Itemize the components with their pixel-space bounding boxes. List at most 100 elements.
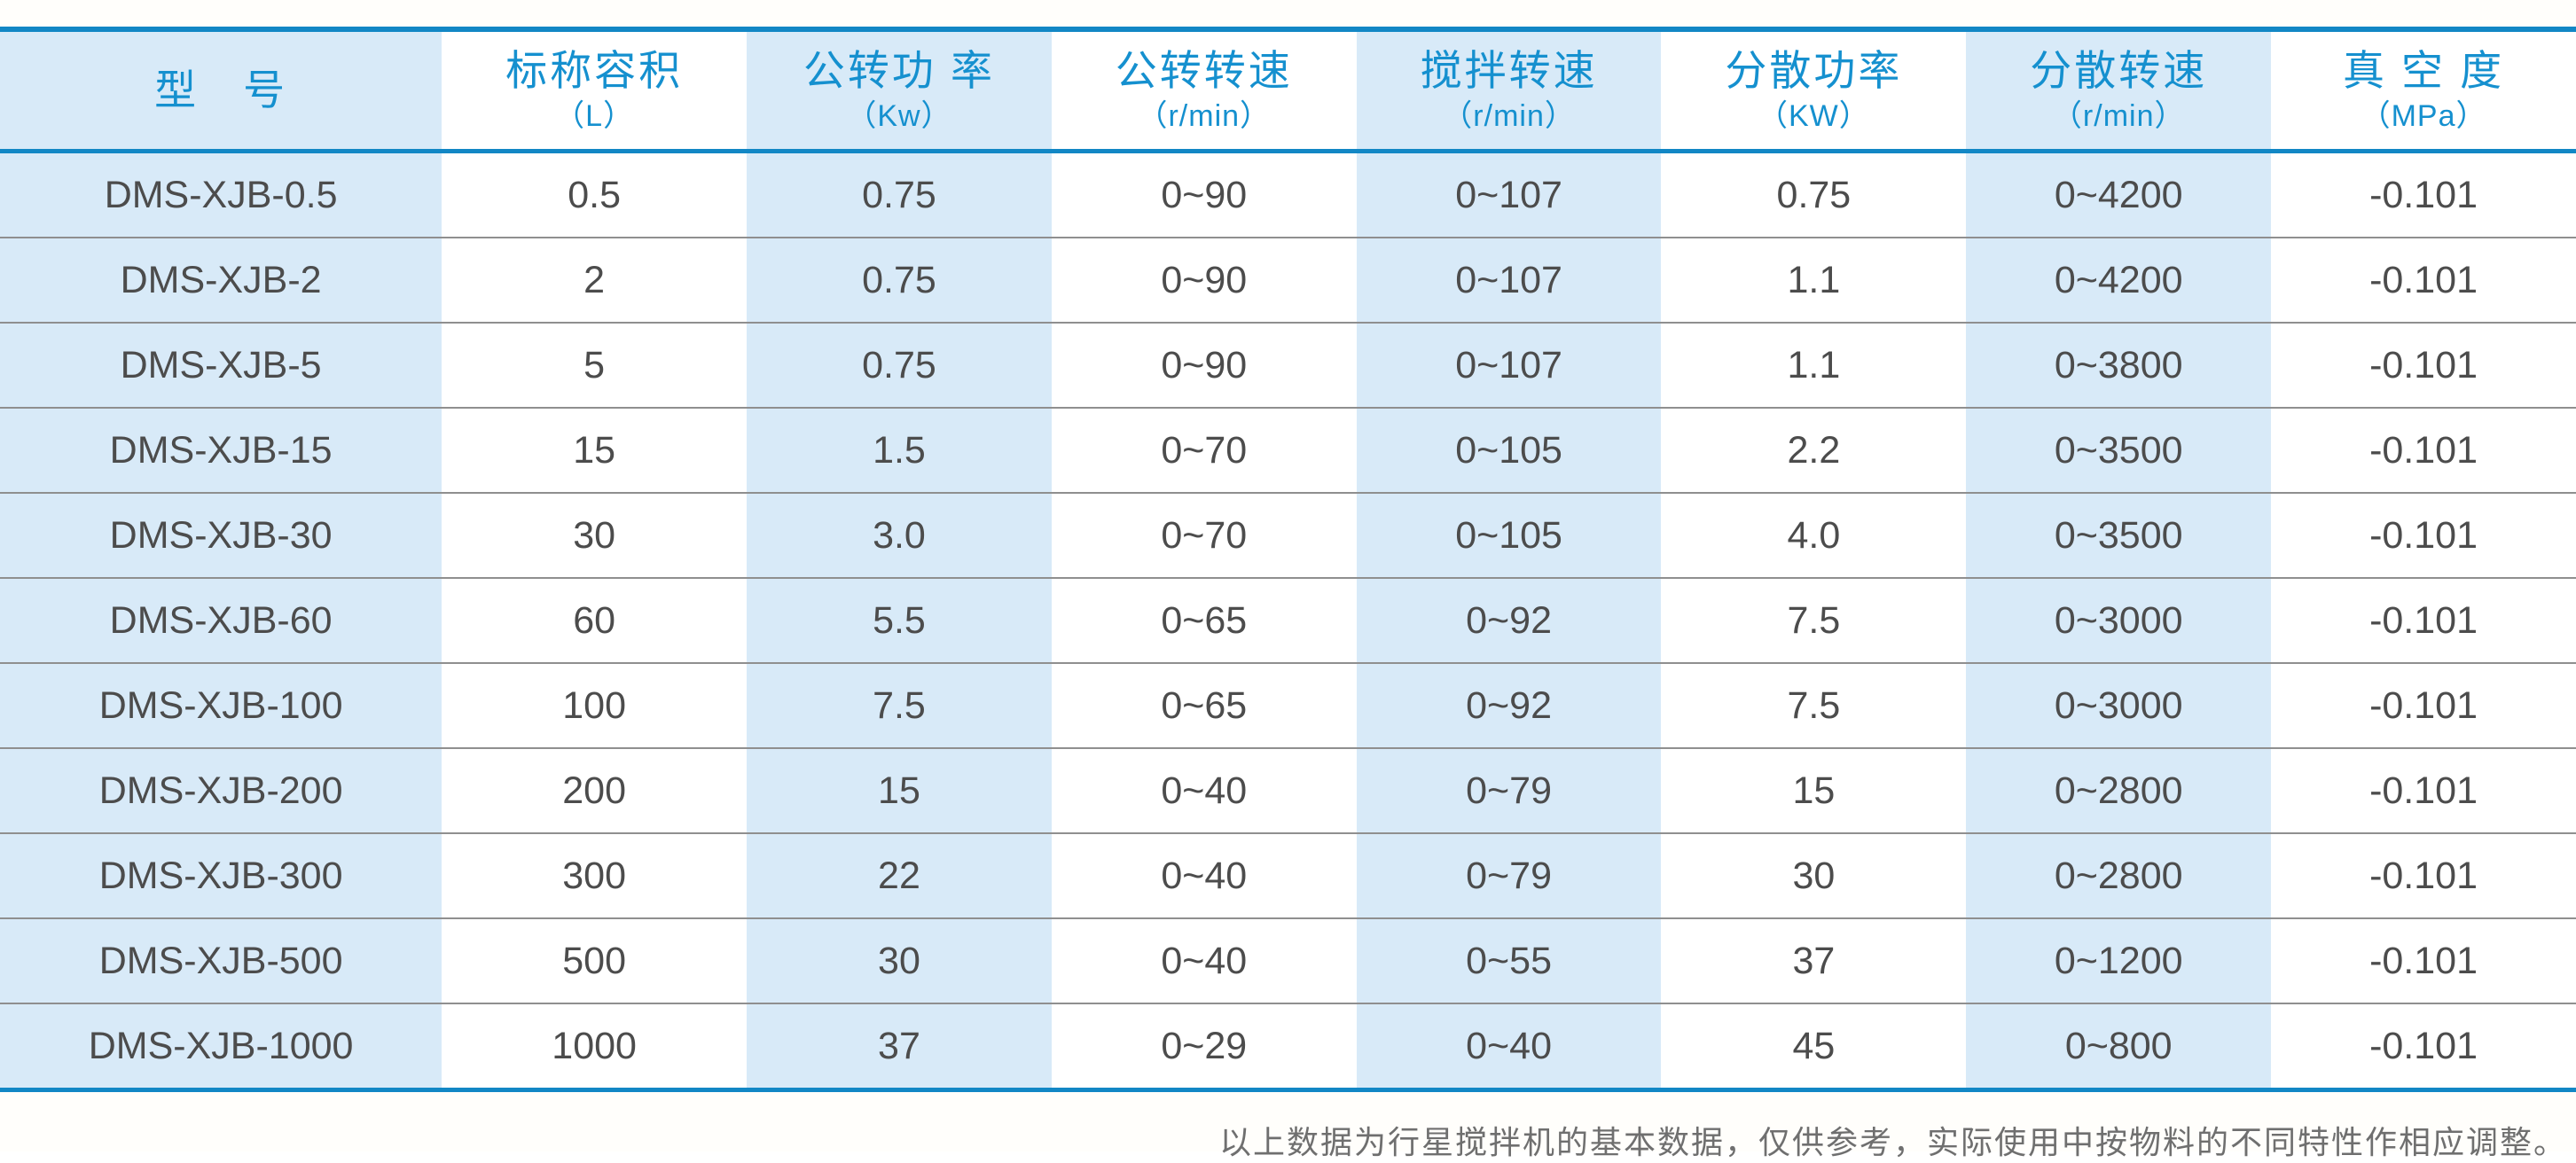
spec-value-cell: -0.101 [2369, 769, 2478, 812]
column-header: 公转功 率 （Kw） [747, 29, 1052, 152]
model-cell: DMS-XJB-2 [0, 238, 442, 323]
footer-note: 以上数据为行星搅拌机的基本数据，仅供参考，实际使用中按物料的不同特性作相应调整。 [1218, 1125, 2567, 1161]
spec-value-cell: 0~2800 [1966, 833, 2272, 918]
table-row: DMS-XJB-500 500 30 0~40 0~55 37 0~1200 -0.101 [0, 918, 2576, 1003]
spec-value-cell: 0~800 [1966, 1003, 2272, 1090]
spec-value-cell: 1.1 [1787, 343, 1841, 386]
spec-value-cell: 0~90 [1161, 343, 1248, 386]
spec-value-cell: 0~79 [1356, 748, 1662, 833]
spec-value-cell: 0~3500 [1966, 493, 2272, 578]
table-row: DMS-XJB-15 15 1.5 0~70 0~105 2.2 0~3500 -0.101 [0, 408, 2576, 493]
spec-value-cell: 15 [1792, 769, 1836, 812]
spec-value-cell: 100 [562, 683, 627, 727]
spec-value-cell: 200 [562, 769, 627, 812]
model-cell: DMS-XJB-60 [0, 578, 442, 663]
table-row: DMS-XJB-60 60 5.5 0~65 0~92 7.5 0~3000 -0.101 [0, 578, 2576, 663]
column-unit: （r/min） [2051, 99, 2186, 134]
spec-value-cell: 0~79 [1356, 833, 1662, 918]
spec-value-cell: 1000 [552, 1024, 637, 1067]
spec-value-cell: 0~105 [1356, 493, 1662, 578]
spec-value-cell: 37 [1792, 939, 1836, 982]
spec-value-cell: 22 [747, 833, 1052, 918]
column-unit: （KW） [1758, 99, 1870, 134]
table-row: DMS-XJB-200 200 15 0~40 0~79 15 0~2800 -0.101 [0, 748, 2576, 833]
spec-value-cell: 30 [1792, 854, 1836, 897]
spec-value-cell: 0~40 [1161, 939, 1248, 982]
model-cell: DMS-XJB-100 [0, 663, 442, 748]
table-row: DMS-XJB-5 5 0.75 0~90 0~107 1.1 0~3800 -0.101 [0, 323, 2576, 408]
model-cell: DMS-XJB-15 [0, 408, 442, 493]
spec-value-cell: 4.0 [1787, 513, 1841, 557]
spec-value-cell: -0.101 [2369, 513, 2478, 557]
spec-value-cell: 30 [573, 513, 616, 557]
column-unit: （r/min） [1442, 99, 1576, 134]
spec-value-cell: 7.5 [747, 663, 1052, 748]
table-row: DMS-XJB-0.5 0.5 0.75 0~90 0~107 0.75 0~4200 -0.… [0, 151, 2576, 238]
spec-value-cell: 0.75 [747, 323, 1052, 408]
spec-value-cell: -0.101 [2369, 428, 2478, 472]
spec-value-cell: 0~65 [1161, 598, 1248, 642]
column-title: 真 空 度 [2342, 47, 2505, 95]
column-header: 搅拌转速 （r/min） [1356, 29, 1662, 152]
column-unit: （MPa） [2360, 99, 2487, 134]
spec-value-cell: 500 [562, 939, 627, 982]
spec-value-cell: 0~55 [1356, 918, 1662, 1003]
model-cell: DMS-XJB-30 [0, 493, 442, 578]
spec-value-cell: 2.2 [1787, 428, 1841, 472]
spec-value-cell: 15 [573, 428, 616, 472]
spec-value-cell: 0~4200 [1966, 151, 2272, 238]
table-row: DMS-XJB-1000 1000 37 0~29 0~40 45 0~800 -0.101 [0, 1003, 2576, 1090]
spec-value-cell: 0~2800 [1966, 748, 2272, 833]
spec-value-cell: 5 [583, 343, 606, 386]
column-title: 公转转速 [1115, 47, 1293, 95]
model-cell: DMS-XJB-200 [0, 748, 442, 833]
spec-value-cell: 7.5 [1787, 598, 1841, 642]
column-unit: （Kw） [846, 99, 952, 134]
spec-value-cell: 0~4200 [1966, 238, 2272, 323]
spec-value-cell: 0~105 [1356, 408, 1662, 493]
spec-value-cell: 0~90 [1161, 173, 1248, 216]
column-header: 标称容积 （L） [442, 29, 747, 152]
spec-value-cell: 0~107 [1356, 238, 1662, 323]
table-row: DMS-XJB-300 300 22 0~40 0~79 30 0~2800 -0.101 [0, 833, 2576, 918]
spec-value-cell: 0~3000 [1966, 663, 2272, 748]
spec-value-cell: 0~1200 [1966, 918, 2272, 1003]
spec-value-cell: 0.75 [1776, 173, 1852, 216]
column-header: 公转转速 （r/min） [1052, 29, 1357, 152]
spec-value-cell: 300 [562, 854, 627, 897]
model-cell: DMS-XJB-300 [0, 833, 442, 918]
column-title: 分散功率 [1725, 47, 1903, 95]
column-unit: （L） [554, 99, 635, 134]
spec-value-cell: -0.101 [2369, 258, 2478, 301]
spec-value-cell: 0~40 [1161, 854, 1248, 897]
spec-value-cell: -0.101 [2369, 173, 2478, 216]
spec-value-cell: -0.101 [2369, 939, 2478, 982]
spec-value-cell: 0.75 [747, 238, 1052, 323]
spec-value-cell: 0~29 [1161, 1024, 1248, 1067]
spec-value-cell: 37 [747, 1003, 1052, 1090]
spec-value-cell: 5.5 [747, 578, 1052, 663]
column-unit: （r/min） [1137, 99, 1272, 134]
column-header: 真 空 度 （MPa） [2271, 29, 2576, 152]
spec-value-cell: 0~90 [1161, 258, 1248, 301]
spec-value-cell: 0~40 [1161, 769, 1248, 812]
spec-value-cell: 0~70 [1161, 513, 1248, 557]
table-row: DMS-XJB-100 100 7.5 0~65 0~92 7.5 0~3000 -0.101 [0, 663, 2576, 748]
table-row: DMS-XJB-2 2 0.75 0~90 0~107 1.1 0~4200 -0.101 [0, 238, 2576, 323]
spec-value-cell: 0~3500 [1966, 408, 2272, 493]
model-cell: DMS-XJB-500 [0, 918, 442, 1003]
column-title: 标称容积 [505, 47, 684, 95]
column-title: 分散转速 [2030, 47, 2208, 95]
spec-value-cell: 0~3800 [1966, 323, 2272, 408]
spec-value-cell: 45 [1792, 1024, 1836, 1067]
model-cell: DMS-XJB-1000 [0, 1003, 442, 1090]
spec-value-cell: 0~3000 [1966, 578, 2272, 663]
spec-value-cell: -0.101 [2369, 598, 2478, 642]
model-cell: DMS-XJB-0.5 [0, 151, 442, 238]
spec-table: 型 号 标称容积 （L） 公转功 率 （Kw） 公转转速 （r/min） 搅拌转速 （r/min… [0, 27, 2576, 1092]
table-body: DMS-XJB-0.5 0.5 0.75 0~90 0~107 0.75 0~4200 -0.… [0, 151, 2576, 1090]
spec-value-cell: 0.5 [568, 173, 622, 216]
column-title: 搅拌转速 [1420, 47, 1598, 95]
spec-value-cell: 30 [747, 918, 1052, 1003]
